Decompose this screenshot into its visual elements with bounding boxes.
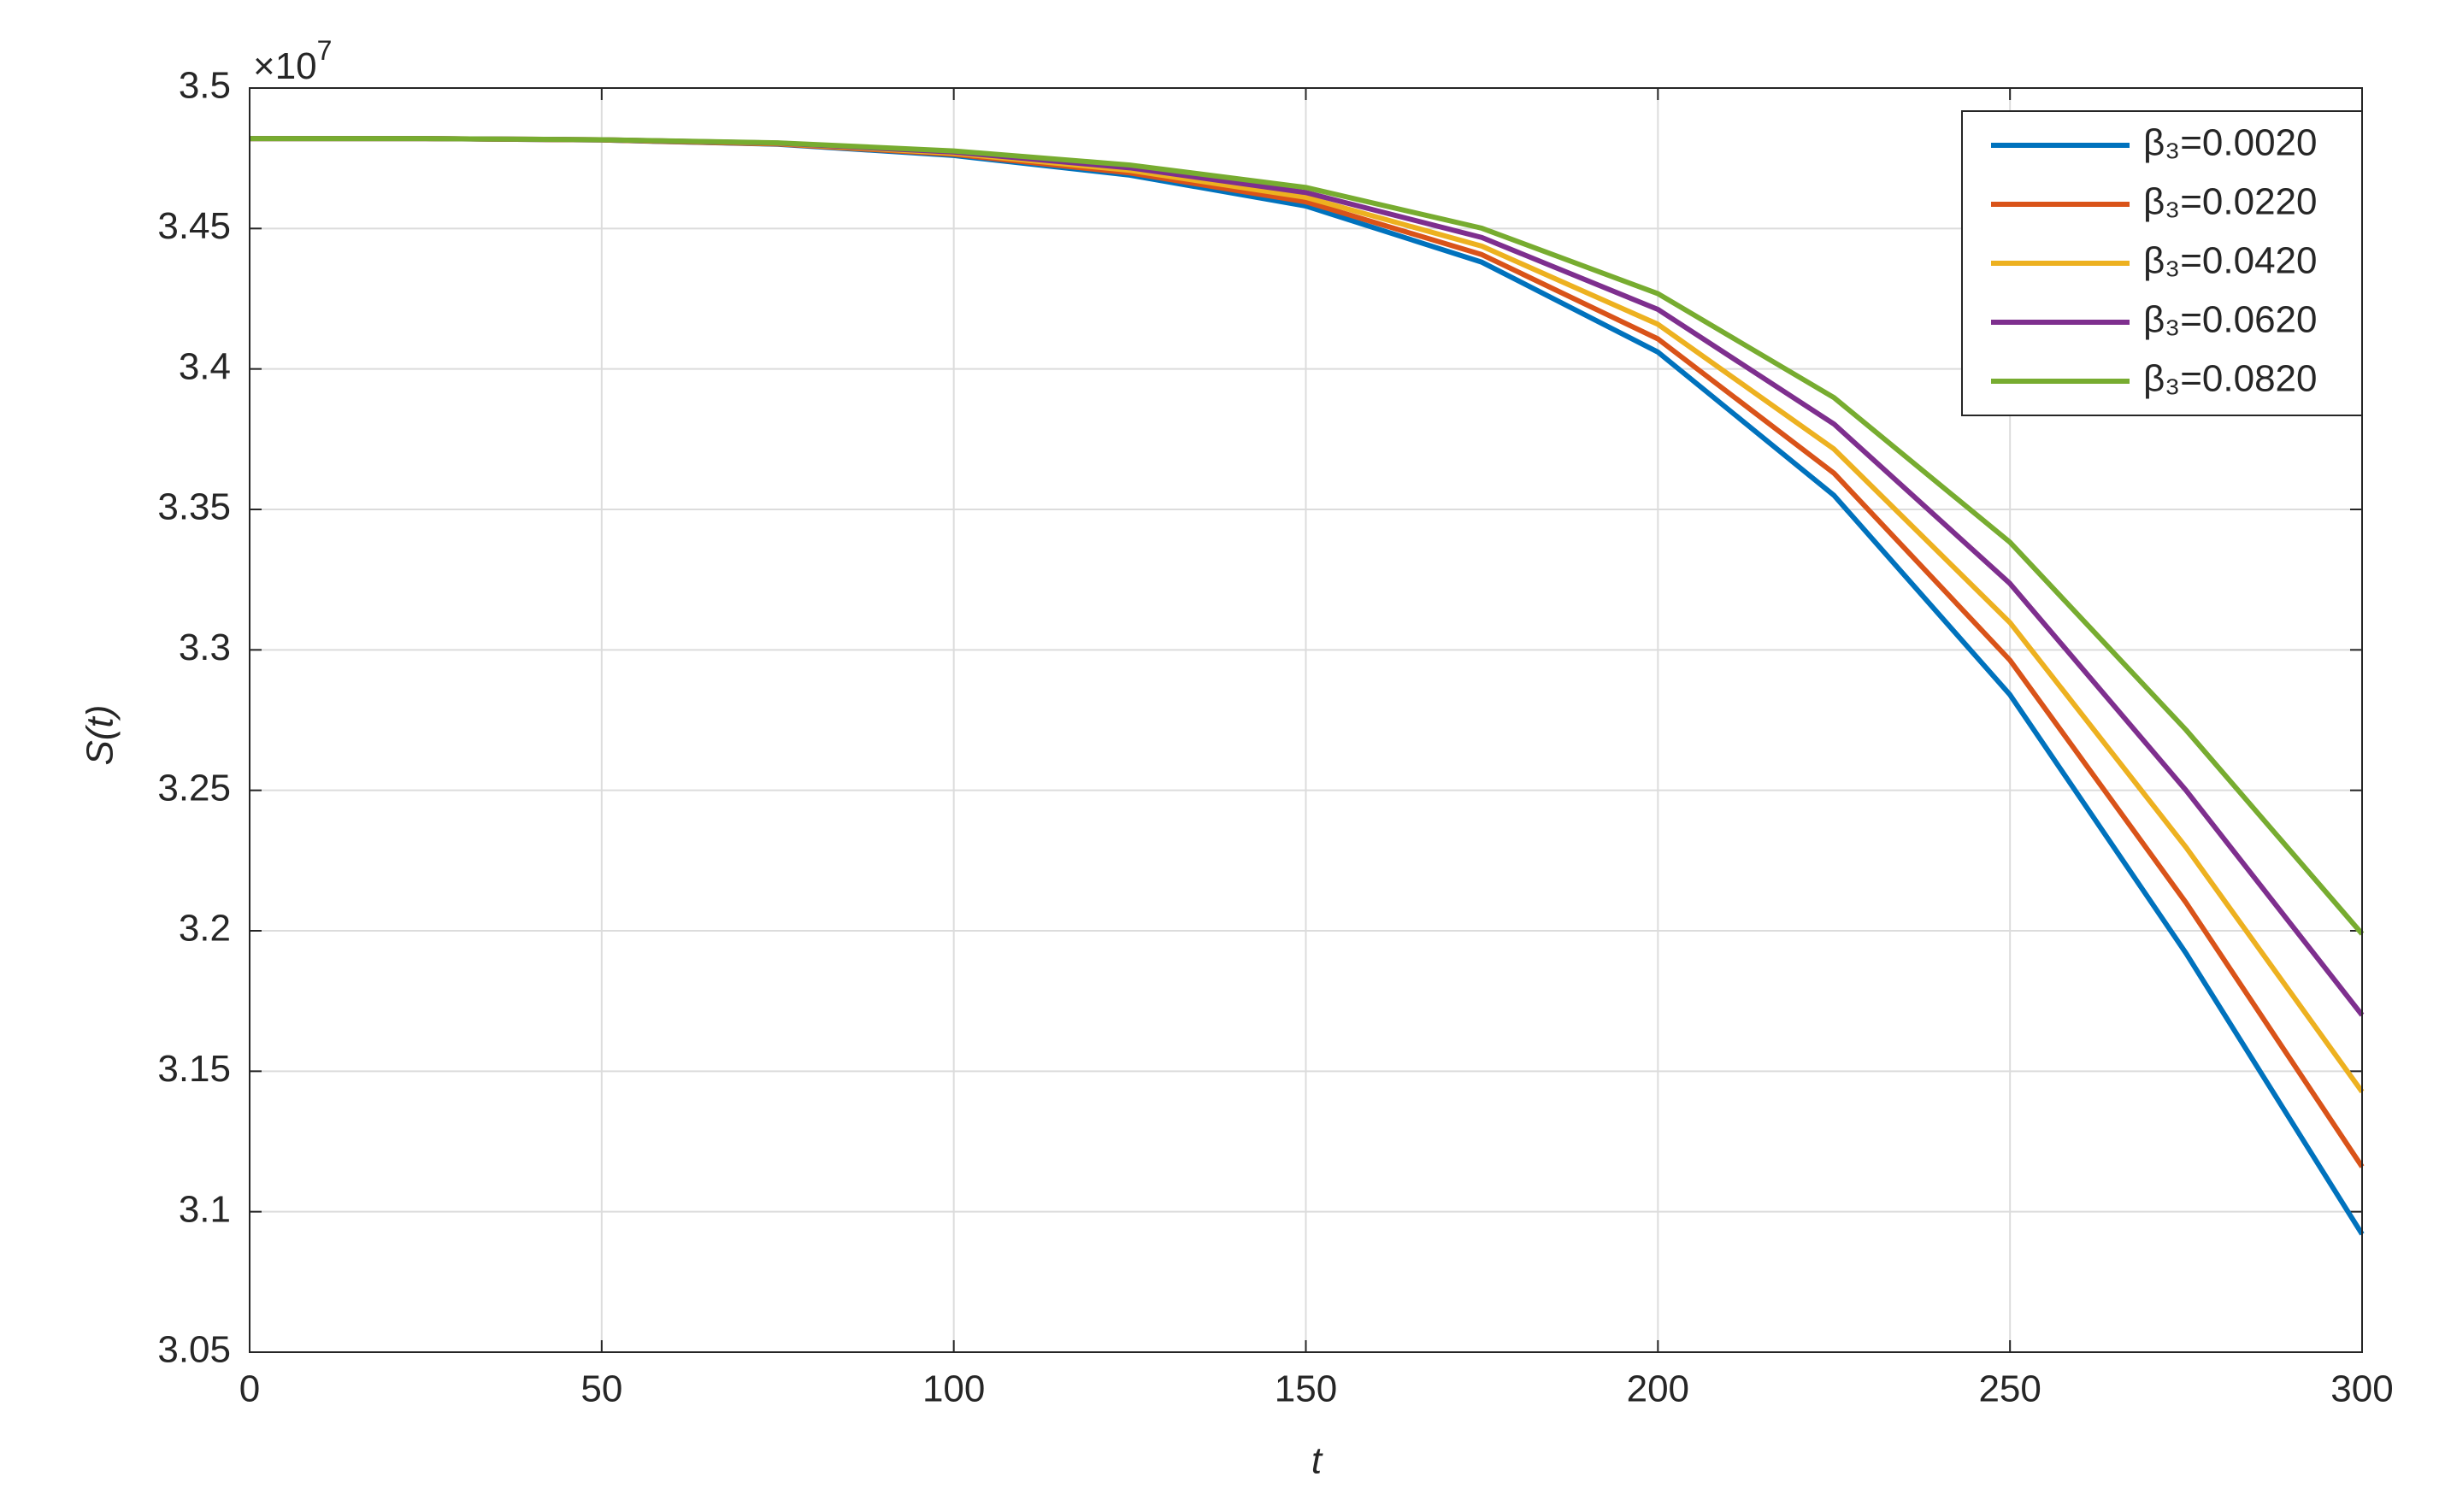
y-tick-label: 3.25 — [157, 767, 231, 809]
y-tick-label: 3.05 — [157, 1329, 231, 1371]
x-tick-label: 150 — [1275, 1368, 1337, 1410]
plot-frame — [249, 87, 2363, 1353]
x-tick-label: 250 — [1978, 1368, 2041, 1410]
x-tick-label: 100 — [922, 1368, 985, 1410]
x-tick-label: 300 — [2330, 1368, 2393, 1410]
y-tick-label: 3.15 — [157, 1048, 231, 1090]
legend: β₃=0.0020 β₃=0.0220 β₃=0.0420 β₃=0.0620 β₃=0… — [1961, 110, 2363, 416]
y-tick-label: 3.5 — [179, 65, 231, 107]
y-tick-label: 3.35 — [157, 486, 231, 528]
legend-label: β₃=0.0020 — [2143, 122, 2318, 164]
y-tick-label: 3.4 — [179, 345, 231, 387]
y-tick-label: 3.2 — [179, 908, 231, 950]
x-tick-label: 200 — [1627, 1368, 1689, 1410]
legend-label: β₃=0.0620 — [2143, 299, 2318, 341]
x-axis-label: t — [1311, 1440, 1323, 1482]
y-multiplier-base: ×10 — [253, 45, 317, 87]
legend-label: β₃=0.0220 — [2143, 181, 2318, 223]
y-multiplier-exponent: 7 — [317, 35, 333, 66]
legend-label: β₃=0.0820 — [2143, 358, 2318, 400]
y-multiplier: ×107 — [253, 35, 332, 86]
y-tick-label: 3.45 — [157, 205, 231, 247]
y-tick-label: 3.3 — [179, 627, 231, 668]
x-tick-label: 50 — [580, 1368, 622, 1410]
x-tick-label: 0 — [239, 1368, 260, 1410]
y-axis-label: S(t) — [80, 705, 121, 766]
legend-label: β₃=0.0420 — [2143, 240, 2318, 282]
series-line — [250, 136, 2365, 936]
y-tick-label: 3.1 — [179, 1188, 231, 1230]
